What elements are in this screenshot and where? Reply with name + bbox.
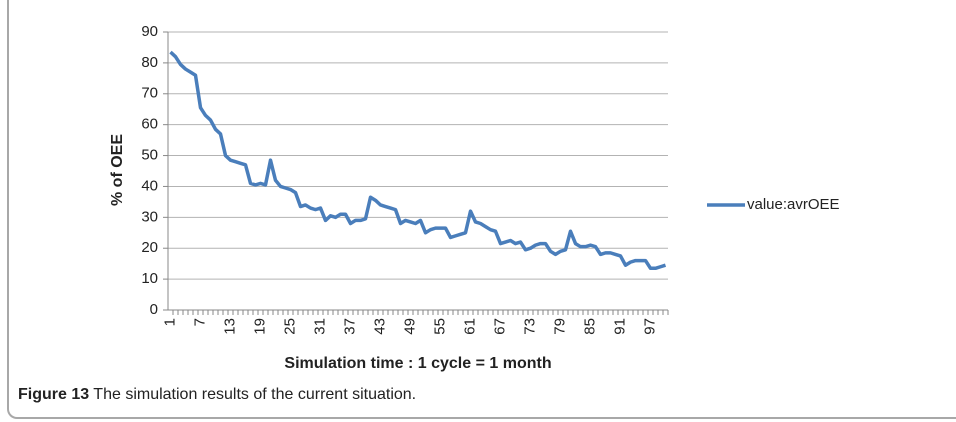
y-tick-label: 80: [141, 54, 158, 71]
x-tick-label: 13: [221, 318, 238, 335]
caption-label: Figure 13: [18, 386, 89, 403]
y-tick-label: 90: [141, 23, 158, 40]
x-tick-label: 31: [311, 318, 328, 335]
x-tick-label: 25: [281, 318, 298, 335]
figure-border: [7, 0, 956, 419]
y-axis-title: % of OEE: [109, 134, 126, 206]
x-tick-label: 37: [341, 318, 358, 335]
x-tick-label: 1: [161, 318, 178, 326]
y-tick-label: 40: [141, 177, 158, 194]
y-tick-label: 30: [141, 208, 158, 225]
x-tick-label: 73: [521, 318, 538, 335]
y-tick-label: 70: [141, 85, 158, 102]
y-tick-label: 60: [141, 116, 158, 133]
x-tick-label: 79: [551, 318, 568, 335]
x-tick-label: 43: [371, 318, 388, 335]
x-tick-label: 7: [191, 318, 208, 326]
x-tick-label: 91: [611, 318, 628, 335]
caption-text: The simulation results of the current si…: [93, 386, 416, 403]
y-tick-label: 50: [141, 147, 158, 164]
y-tick-label: 10: [141, 270, 158, 287]
x-tick-label: 85: [581, 318, 598, 335]
legend-label: value:avrOEE: [747, 196, 840, 213]
x-axis-title: Simulation time : 1 cycle = 1 month: [284, 355, 551, 372]
x-tick-label: 61: [461, 318, 478, 335]
caption: Figure 13 The simulation results of the …: [18, 386, 416, 403]
x-tick-label: 97: [641, 318, 658, 335]
y-tick-label: 0: [150, 301, 158, 318]
x-tick-label: 67: [491, 318, 508, 335]
x-tick-label: 19: [251, 318, 268, 335]
data-line: [169, 50, 667, 271]
x-tick-label: 55: [431, 318, 448, 335]
y-tick-label: 20: [141, 239, 158, 256]
x-tick-label: 49: [401, 318, 418, 335]
